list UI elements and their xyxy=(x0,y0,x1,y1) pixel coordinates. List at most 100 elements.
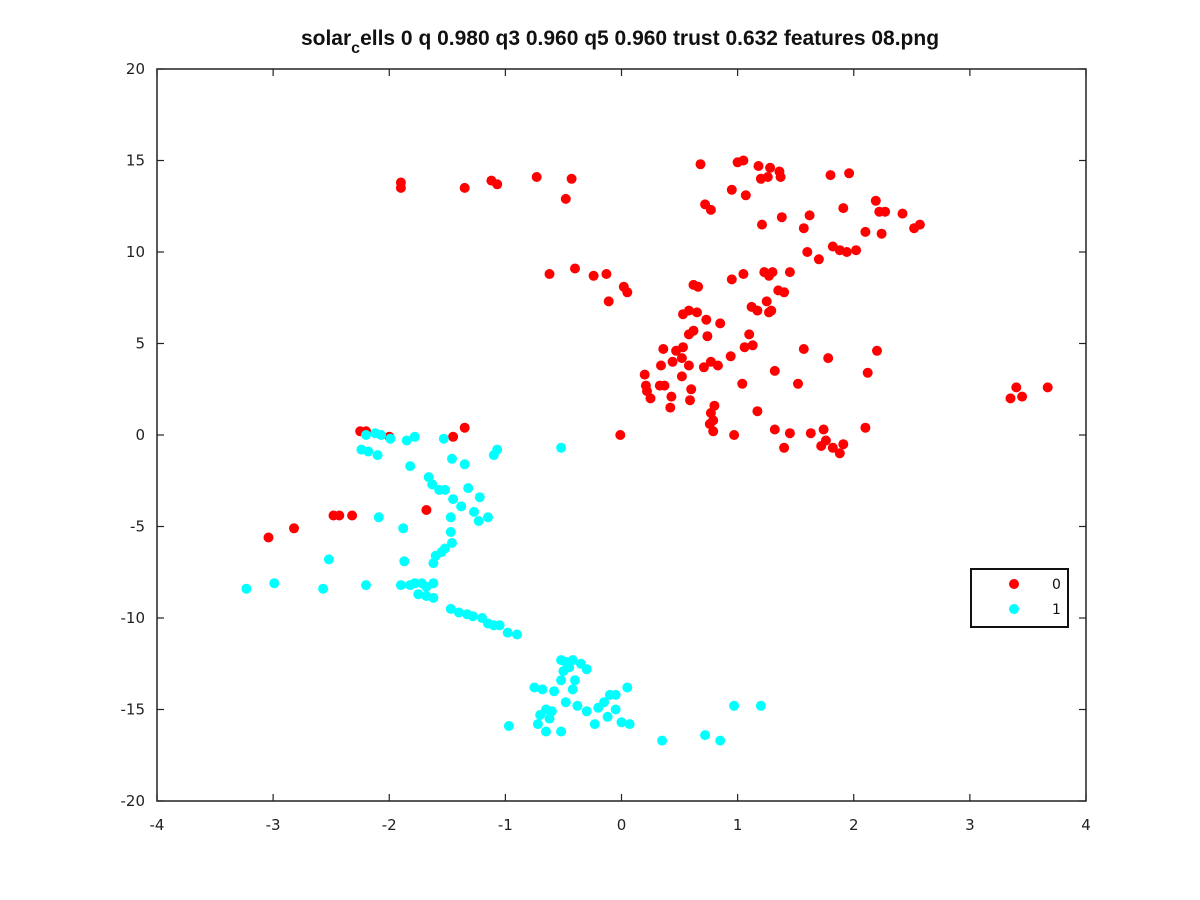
legend-marker-0 xyxy=(1009,579,1019,589)
series-0-point xyxy=(701,314,712,325)
x-tick-label: -4 xyxy=(150,816,165,834)
series-1-point xyxy=(473,516,484,526)
y-tick-label: 5 xyxy=(135,335,145,353)
series-1-point xyxy=(361,430,371,440)
series-0-point xyxy=(752,406,763,417)
series-0-point xyxy=(897,208,908,219)
series-1-point xyxy=(445,603,456,614)
y-tick-label: 0 xyxy=(135,426,145,444)
y-tick-label: 10 xyxy=(126,243,145,261)
series-1-point xyxy=(715,735,726,746)
series-0-point xyxy=(683,360,694,371)
series-0-point xyxy=(570,263,580,274)
series-0-point xyxy=(766,305,777,316)
x-tick-label: 0 xyxy=(617,816,627,834)
series-1-point xyxy=(409,431,420,442)
series-1-point xyxy=(453,607,464,618)
series-1-point xyxy=(556,442,567,453)
series-0-point xyxy=(705,204,716,215)
series-0-point xyxy=(804,210,815,221)
series-0-point xyxy=(744,329,755,340)
x-tick-label: 4 xyxy=(1081,816,1091,834)
series-0-point xyxy=(695,159,706,170)
series-0-point xyxy=(603,296,614,307)
series-1-point xyxy=(440,484,450,495)
series-1-point xyxy=(447,538,457,548)
series-1-point xyxy=(567,684,578,695)
series-0-point xyxy=(802,247,813,257)
series-0-point xyxy=(395,182,406,193)
series-0-point xyxy=(421,505,432,515)
series-0-point xyxy=(779,442,790,453)
series-0-point xyxy=(676,353,687,364)
series-0-point xyxy=(793,378,803,389)
series-0-point xyxy=(715,318,726,329)
y-tick-label: -20 xyxy=(121,792,146,810)
series-0-point xyxy=(841,247,852,257)
series-0-point xyxy=(698,362,709,373)
series-0-point xyxy=(702,331,713,342)
series-1-point xyxy=(376,430,387,440)
series-0-point xyxy=(762,172,773,182)
series-1-point xyxy=(428,578,439,589)
series-0-point xyxy=(566,173,577,184)
y-tick-label: 20 xyxy=(126,60,145,78)
series-1-point xyxy=(494,620,505,631)
series-0-point xyxy=(769,424,780,435)
series-1-point xyxy=(599,697,610,708)
series-0-point xyxy=(289,523,299,534)
series-1-point xyxy=(413,589,424,600)
x-tick-label: 1 xyxy=(733,816,743,834)
x-tick-label: -3 xyxy=(266,816,281,834)
chart-title: solarcells 0 q 0.980 q3 0.960 q5 0.960 t… xyxy=(301,27,939,57)
series-0-point xyxy=(686,384,697,395)
series-0-point xyxy=(880,206,891,217)
series-1-point xyxy=(572,700,583,711)
y-tick-label: -10 xyxy=(121,609,146,627)
series-0-point xyxy=(725,351,736,362)
series-1-point xyxy=(589,719,600,730)
series-1-point xyxy=(755,700,766,711)
series-1-point xyxy=(700,730,711,741)
series-0-point xyxy=(708,426,719,437)
series-1-point xyxy=(448,494,459,505)
series-0-point xyxy=(805,428,816,439)
series-0-point xyxy=(531,172,542,182)
series-0-point xyxy=(601,269,612,279)
series-0-point xyxy=(798,344,809,354)
series-0-point xyxy=(693,281,704,292)
series-1-point xyxy=(428,558,439,569)
chart-title-subscript: c xyxy=(351,40,360,57)
series-0-point xyxy=(738,269,749,279)
series-0-point xyxy=(823,353,834,364)
series-0-point xyxy=(656,360,666,371)
series-1-point xyxy=(657,735,668,746)
series-1-point xyxy=(529,682,540,693)
series-1-point xyxy=(241,583,252,594)
series-1-point xyxy=(581,664,592,675)
series-0-point xyxy=(667,356,678,367)
series-0-point xyxy=(747,340,758,351)
series-0-point xyxy=(726,184,737,195)
series-0-point xyxy=(820,435,831,446)
series-0-point xyxy=(784,267,795,278)
series-0-point xyxy=(544,269,555,279)
series-1-point xyxy=(512,629,522,640)
series-0-point xyxy=(1017,391,1028,402)
series-0-point xyxy=(688,325,699,336)
series-0-point xyxy=(752,305,763,316)
series-0-point xyxy=(692,307,702,318)
series-1-point xyxy=(405,461,416,472)
series-0-point xyxy=(825,170,836,181)
x-tick-label: 2 xyxy=(849,816,859,834)
series-0-point xyxy=(263,532,274,543)
chart-title-main: solar xyxy=(301,27,351,50)
series-0-point xyxy=(818,424,829,435)
series-0-point xyxy=(334,510,345,521)
y-tick-label: 15 xyxy=(126,152,145,170)
series-0-point xyxy=(738,155,749,166)
series-0-point xyxy=(588,270,599,281)
series-0-point xyxy=(666,391,677,402)
series-1-point xyxy=(537,684,548,695)
series-1-point xyxy=(372,450,383,461)
